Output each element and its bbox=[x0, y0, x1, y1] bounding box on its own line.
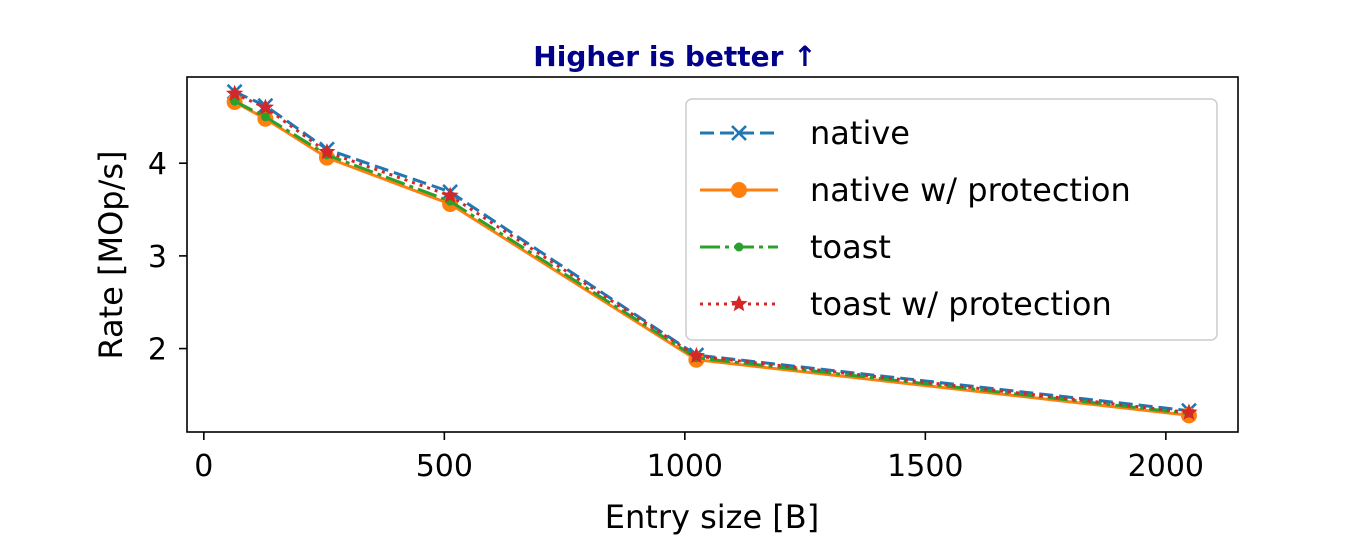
legend-item: toast bbox=[700, 228, 891, 266]
data-point bbox=[441, 186, 459, 203]
plot-series bbox=[226, 83, 1198, 424]
y-axis: 2 3 4 bbox=[148, 147, 187, 368]
chart-title: Higher is better ↑ bbox=[533, 40, 816, 73]
legend-item: native bbox=[700, 114, 910, 152]
data-point bbox=[1180, 403, 1198, 420]
y-axis-label: Rate [MOp/s] bbox=[92, 150, 130, 359]
data-point bbox=[260, 112, 270, 122]
plot-frame bbox=[186, 76, 1239, 433]
legend-marker bbox=[731, 125, 747, 141]
legend-items: native native w/ protection toast toast w/ … bbox=[700, 114, 1131, 323]
y-tick-label: 4 bbox=[148, 147, 167, 182]
legend-marker bbox=[730, 295, 748, 312]
x-axis: 0 500 1000 1500 2000 bbox=[194, 432, 1204, 484]
x-tick-label: 1500 bbox=[887, 449, 963, 484]
y-tick-label: 3 bbox=[148, 240, 167, 275]
legend: native native w/ protection toast toast w/ … bbox=[685, 98, 1218, 341]
x-tick-label: 1000 bbox=[647, 449, 723, 484]
data-point bbox=[687, 347, 705, 364]
x-tick-label: 500 bbox=[416, 449, 473, 484]
legend-box bbox=[685, 98, 1218, 341]
legend-label: native w/ protection bbox=[810, 171, 1131, 209]
y-tick-label: 2 bbox=[148, 333, 167, 368]
series-line bbox=[233, 90, 1190, 413]
data-point bbox=[318, 143, 336, 160]
series-3 bbox=[226, 84, 1198, 420]
x-axis-label: Entry size [B] bbox=[605, 498, 819, 536]
data-point bbox=[226, 84, 244, 101]
legend-label: native bbox=[810, 114, 910, 152]
legend-label: toast bbox=[810, 228, 891, 266]
data-point bbox=[256, 98, 274, 115]
x-tick-label: 0 bbox=[194, 449, 213, 484]
x-tick-label: 2000 bbox=[1128, 449, 1204, 484]
legend-marker bbox=[731, 182, 747, 198]
legend-item: native w/ protection bbox=[700, 171, 1131, 209]
legend-item: toast w/ protection bbox=[700, 285, 1112, 323]
legend-label: toast w/ protection bbox=[810, 285, 1112, 323]
legend-marker bbox=[734, 242, 744, 252]
series-line bbox=[233, 92, 1190, 414]
